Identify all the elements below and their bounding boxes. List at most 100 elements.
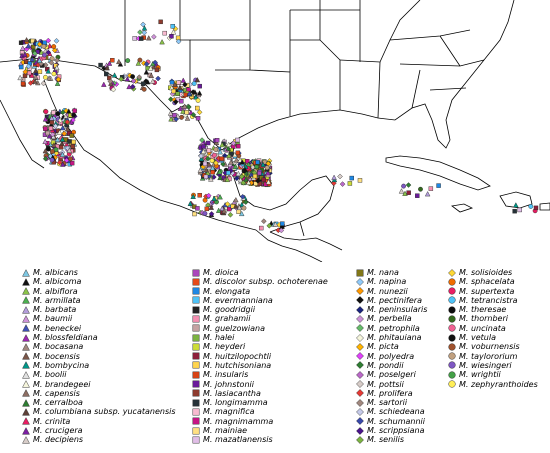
legend-item: M. wiesingeri [448,361,538,370]
occurrence-marker [239,193,246,200]
triangle-marker-icon [22,315,30,323]
occurrence-marker [137,57,143,63]
diamond-marker-icon [356,417,364,426]
legend-label: M. crucigera [33,426,83,436]
occurrence-marker [240,179,247,186]
occurrence-marker [533,205,539,211]
occurrence-marker [235,137,240,143]
legend-item: M. discolor subsp. ochoterenae [192,277,328,286]
occurrence-marker [25,63,32,70]
occurrence-marker [68,156,73,162]
occurrence-marker [208,204,214,210]
occurrence-marker [42,148,49,154]
occurrence-marker [107,78,114,85]
legend-item: M. sartorii [356,398,427,407]
occurrence-marker [265,179,272,185]
occurrence-marker [37,69,43,74]
occurrence-marker [184,110,189,115]
occurrence-marker [241,205,247,211]
occurrence-marker [238,210,245,217]
occurrence-marker [50,149,55,154]
occurrence-marker [203,174,209,180]
occurrence-marker [349,175,354,181]
occurrence-marker [72,108,77,114]
occurrence-marker [67,139,72,144]
legend-item: M. elongata [192,287,328,296]
occurrence-marker [239,201,245,208]
occurrence-marker [217,149,223,155]
occurrence-marker [154,67,160,73]
legend-item: M. zephyranthoides [448,380,538,389]
occurrence-marker [130,74,136,80]
occurrence-marker [436,183,441,188]
occurrence-marker [197,193,202,198]
legend-item: M. taylororium [448,352,538,361]
square-marker-icon [192,389,200,397]
occurrence-marker [54,136,61,142]
occurrence-marker [152,59,158,66]
legend-item: M. bocasana [22,342,176,351]
diamond-marker-icon [356,426,364,435]
occurrence-marker [20,81,26,86]
occurrence-marker [36,41,43,47]
occurrence-marker [56,159,63,166]
square-marker-icon [192,324,200,332]
legend-label: M. prolifera [367,388,413,398]
legend-item: M. bombycina [22,361,176,370]
circle-marker-icon [448,324,456,332]
triangle-marker-icon [22,305,30,314]
triangle-marker-icon [22,324,30,332]
occurrence-marker [49,120,55,125]
occurrence-marker [255,178,261,184]
legend-column-2: M. dioica M. discolor subsp. ochoterenae M… [192,268,328,445]
occurrence-marker [135,60,142,66]
square-marker-icon [192,408,200,416]
legend-label: M. schumannii [367,416,425,426]
occurrence-marker [124,76,131,82]
legend-label: M. phitauiana [367,333,422,343]
legend-label: M. nunezii [367,286,408,296]
occurrence-marker [111,72,118,78]
legend-item: M. sphacelata [448,277,538,286]
diamond-marker-icon [356,370,364,379]
occurrence-marker [213,147,219,152]
legend-item: M. prolifera [356,389,427,398]
legend-label: M. senilis [367,435,404,445]
legend-item: M. scrippsiana [356,426,427,435]
legend-label: M. voburnensis [459,342,520,352]
legend-item: M. johnstonii [192,380,328,389]
occurrence-marker [52,47,58,54]
legend-item: M. picta [356,342,427,351]
occurrence-marker [405,182,412,188]
occurrence-marker [190,112,197,118]
legend-item: M. heyderi [192,342,328,351]
legend-item: M. hutchisoniana [192,361,328,370]
occurrence-marker [265,170,271,176]
triangle-marker-icon [22,361,30,370]
occurrence-marker [195,105,200,111]
legend-label: M. decipiens [33,435,84,445]
occurrence-marker [48,126,54,131]
legend-label: M. elongata [203,286,251,296]
circle-marker-icon [448,287,456,295]
legend-label: M. picta [367,342,399,352]
legend-item: M. pottsii [356,380,427,389]
occurrence-marker [211,152,217,158]
occurrence-marker [424,191,431,197]
occurrence-marker [170,24,175,29]
occurrence-marker [17,74,23,81]
legend-label: M. bombycina [33,360,90,370]
triangle-marker-icon [22,342,30,351]
occurrence-marker [59,124,66,131]
legend-label: M. blossfeldiana [33,333,98,343]
legend-item: M. magnifica [192,407,328,416]
legend-item: M. theresae [448,305,538,314]
legend-item: M. pondii [356,361,427,370]
occurrence-marker [32,78,38,84]
legend-label: M. grahamii [203,314,251,324]
legend-item: M. armillata [22,296,176,305]
legend-label: M. hutchisoniana [203,360,272,370]
legend-label: M. dioica [203,268,239,277]
occurrence-marker [512,208,517,214]
occurrence-marker [141,86,147,92]
